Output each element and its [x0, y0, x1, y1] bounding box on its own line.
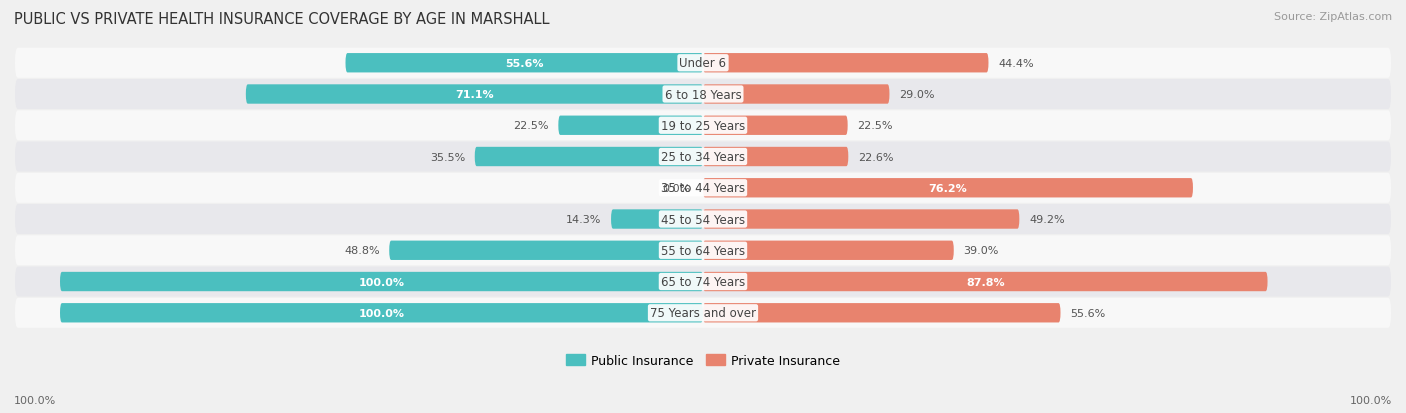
- Text: 55.6%: 55.6%: [505, 59, 544, 69]
- FancyBboxPatch shape: [15, 204, 1391, 235]
- Text: 48.8%: 48.8%: [344, 246, 380, 256]
- FancyBboxPatch shape: [15, 173, 1391, 203]
- Text: 65 to 74 Years: 65 to 74 Years: [661, 275, 745, 288]
- FancyBboxPatch shape: [346, 54, 703, 73]
- FancyBboxPatch shape: [246, 85, 703, 104]
- Text: 35 to 44 Years: 35 to 44 Years: [661, 182, 745, 195]
- Text: 100.0%: 100.0%: [1350, 395, 1392, 405]
- FancyBboxPatch shape: [703, 85, 890, 104]
- Text: 22.5%: 22.5%: [513, 121, 548, 131]
- FancyBboxPatch shape: [558, 116, 703, 135]
- Text: 100.0%: 100.0%: [359, 277, 405, 287]
- FancyBboxPatch shape: [15, 267, 1391, 297]
- FancyBboxPatch shape: [703, 147, 848, 167]
- FancyBboxPatch shape: [15, 142, 1391, 172]
- Text: 0.0%: 0.0%: [662, 183, 690, 193]
- Text: 44.4%: 44.4%: [998, 59, 1033, 69]
- Text: 75 Years and over: 75 Years and over: [650, 306, 756, 320]
- FancyBboxPatch shape: [703, 179, 1192, 198]
- FancyBboxPatch shape: [15, 298, 1391, 328]
- Text: 6 to 18 Years: 6 to 18 Years: [665, 88, 741, 101]
- Text: 76.2%: 76.2%: [928, 183, 967, 193]
- Text: 25 to 34 Years: 25 to 34 Years: [661, 151, 745, 164]
- Text: 19 to 25 Years: 19 to 25 Years: [661, 119, 745, 133]
- Text: 49.2%: 49.2%: [1029, 214, 1064, 225]
- Text: Under 6: Under 6: [679, 57, 727, 70]
- FancyBboxPatch shape: [703, 241, 953, 260]
- Text: 100.0%: 100.0%: [14, 395, 56, 405]
- FancyBboxPatch shape: [703, 210, 1019, 229]
- Text: 35.5%: 35.5%: [430, 152, 465, 162]
- FancyBboxPatch shape: [703, 116, 848, 135]
- FancyBboxPatch shape: [703, 304, 1060, 323]
- FancyBboxPatch shape: [475, 147, 703, 167]
- Text: Source: ZipAtlas.com: Source: ZipAtlas.com: [1274, 12, 1392, 22]
- Text: 55.6%: 55.6%: [1070, 308, 1105, 318]
- FancyBboxPatch shape: [389, 241, 703, 260]
- FancyBboxPatch shape: [15, 49, 1391, 78]
- FancyBboxPatch shape: [703, 54, 988, 73]
- Text: 39.0%: 39.0%: [963, 246, 998, 256]
- FancyBboxPatch shape: [703, 272, 1268, 292]
- Text: 22.5%: 22.5%: [858, 121, 893, 131]
- FancyBboxPatch shape: [15, 236, 1391, 266]
- Text: 22.6%: 22.6%: [858, 152, 893, 162]
- FancyBboxPatch shape: [15, 80, 1391, 110]
- Text: 71.1%: 71.1%: [456, 90, 494, 100]
- Text: 14.3%: 14.3%: [567, 214, 602, 225]
- Text: 45 to 54 Years: 45 to 54 Years: [661, 213, 745, 226]
- Text: 100.0%: 100.0%: [359, 308, 405, 318]
- Text: PUBLIC VS PRIVATE HEALTH INSURANCE COVERAGE BY AGE IN MARSHALL: PUBLIC VS PRIVATE HEALTH INSURANCE COVER…: [14, 12, 550, 27]
- FancyBboxPatch shape: [60, 272, 703, 292]
- FancyBboxPatch shape: [15, 111, 1391, 141]
- Text: 55 to 64 Years: 55 to 64 Years: [661, 244, 745, 257]
- FancyBboxPatch shape: [60, 304, 703, 323]
- FancyBboxPatch shape: [612, 210, 703, 229]
- Text: 87.8%: 87.8%: [966, 277, 1004, 287]
- Legend: Public Insurance, Private Insurance: Public Insurance, Private Insurance: [567, 354, 839, 367]
- Text: 29.0%: 29.0%: [898, 90, 935, 100]
